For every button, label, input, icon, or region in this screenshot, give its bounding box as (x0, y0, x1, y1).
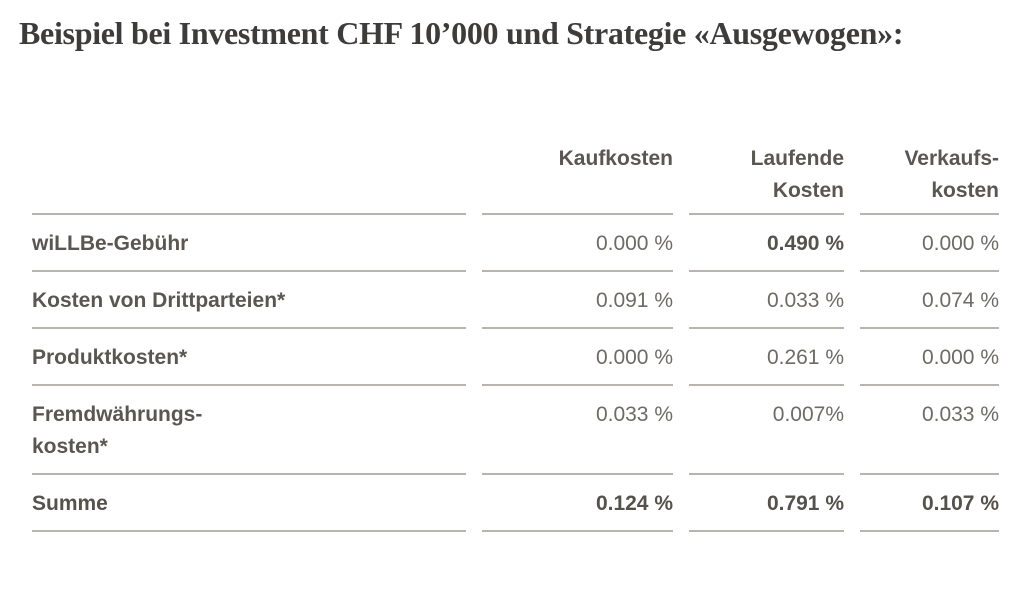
cost-value: 0.033 % (860, 386, 999, 475)
cost-value: 0.261 % (689, 329, 844, 386)
table-row-produktkosten: Produktkosten* 0.000 % 0.261 % 0.000 % (32, 329, 1000, 386)
table-header-row: Kaufkosten Laufende Kosten Verkaufs- kos… (32, 143, 1000, 215)
cost-value: 0.007% (689, 386, 844, 475)
cost-value: 0.107 % (860, 475, 999, 532)
table-row-drittparteien: Kosten von Drittparteien* 0.091 % 0.033 … (32, 272, 1000, 329)
column-header-kaufkosten: Kaufkosten (482, 143, 673, 215)
cost-value: 0.124 % (482, 475, 673, 532)
cost-value: 0.033 % (689, 272, 844, 329)
row-label: Summe (32, 475, 466, 532)
table-row-summe: Summe 0.124 % 0.791 % 0.107 % (32, 475, 1000, 532)
row-label: wiLLBe-Gebühr (32, 215, 466, 272)
page-title: Beispiel bei Investment CHF 10’000 und S… (19, 15, 904, 51)
cost-value: 0.490 % (689, 215, 844, 272)
cost-value: 0.000 % (860, 215, 999, 272)
column-header-verkaufskosten: Verkaufs- kosten (860, 143, 999, 215)
cost-table: Kaufkosten Laufende Kosten Verkaufs- kos… (32, 143, 1000, 532)
row-label: Kosten von Drittparteien* (32, 272, 466, 329)
cost-value: 0.791 % (689, 475, 844, 532)
cost-value: 0.000 % (482, 329, 673, 386)
cost-value: 0.000 % (860, 329, 999, 386)
header-empty-cell (32, 143, 466, 215)
row-label: Fremdwährungs- kosten* (32, 386, 466, 475)
cost-value: 0.074 % (860, 272, 999, 329)
cost-value: 0.000 % (482, 215, 673, 272)
table-row-fremdwaehrungskosten: Fremdwährungs- kosten* 0.033 % 0.007% 0.… (32, 386, 1000, 475)
cost-value: 0.033 % (482, 386, 673, 475)
column-header-laufende-kosten: Laufende Kosten (689, 143, 844, 215)
row-label: Produktkosten* (32, 329, 466, 386)
table-row-willbe-gebuehr: wiLLBe-Gebühr 0.000 % 0.490 % 0.000 % (32, 215, 1000, 272)
cost-value: 0.091 % (482, 272, 673, 329)
